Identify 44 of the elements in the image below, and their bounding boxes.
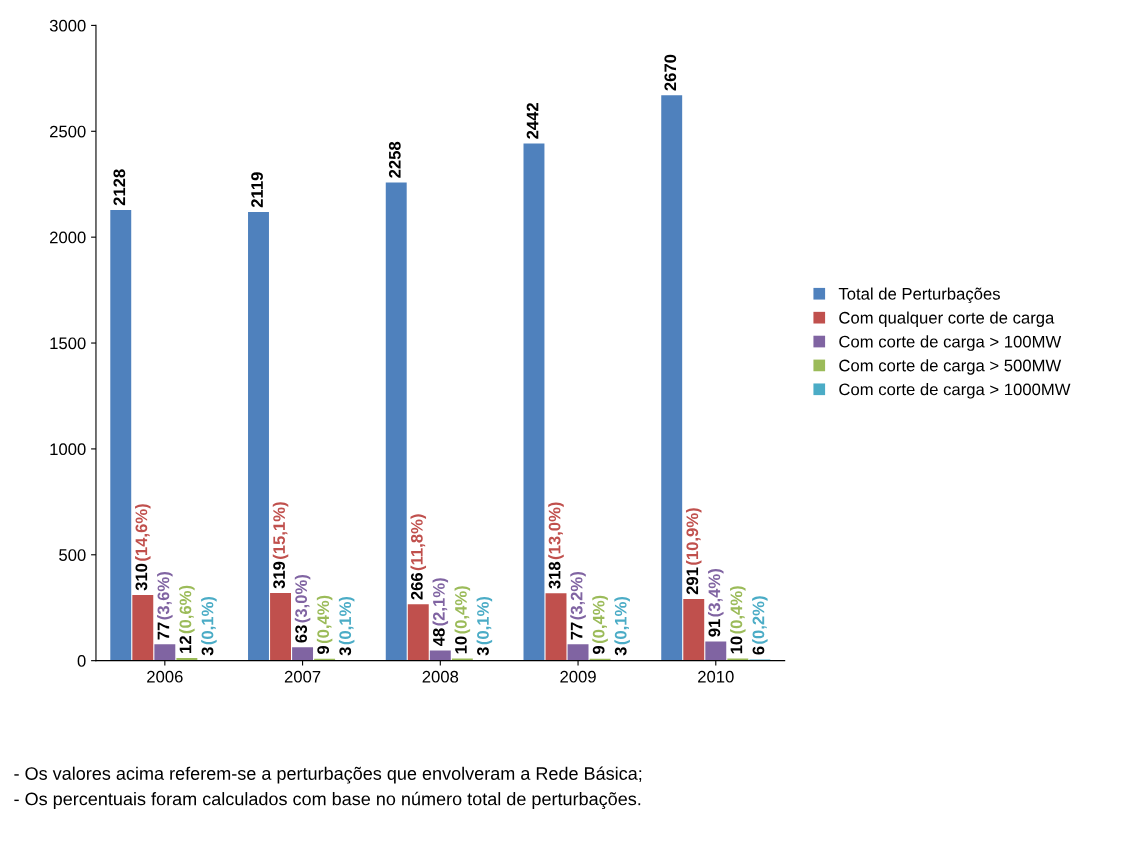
- data-label: 77 (3,6%): [157, 572, 173, 640]
- data-label: 291 (10,9%): [685, 508, 702, 595]
- data-label: 3 (0,1%): [338, 596, 355, 656]
- data-label: 318 (13,0%): [548, 502, 564, 589]
- text: - Os percentuais foram calculados com base no número total de perturbações.: [14, 791, 641, 809]
- data-label: 9 (0,4%): [592, 595, 608, 655]
- legend-label: Com corte de carga > 1000MW: [839, 383, 1071, 399]
- text: - Os valores acima referem-se a perturbações que envolveram a Rede Básica;: [14, 766, 642, 784]
- data-label: 3 (0,1%): [614, 596, 630, 656]
- y-tick-label: 1500: [50, 337, 86, 350]
- legend-label: Total de Perturbações: [838, 287, 1000, 304]
- data-label: 310 (14,6%): [135, 504, 151, 591]
- y-tick-label: 2500: [50, 125, 86, 138]
- data-label: 266 (11,8%): [410, 514, 427, 600]
- data-label: 2128: [113, 169, 126, 206]
- x-tick-label: 2007: [284, 670, 321, 683]
- data-label: 6 (0,2%): [752, 596, 768, 655]
- legend-label: Com corte de carga > 100MW: [839, 335, 1062, 351]
- x-tick-label: 2009: [560, 670, 596, 683]
- data-label: 2119: [251, 172, 263, 208]
- data-label: 9 (0,4%): [316, 595, 333, 655]
- legend-label: Com corte de carga > 500MW: [839, 359, 1062, 375]
- data-label: 91 (3,4%): [708, 569, 724, 637]
- data-label: 3 (0,1%): [476, 596, 493, 656]
- y-tick-label: 500: [59, 549, 86, 561]
- data-label: 48 (2,1%): [432, 578, 449, 647]
- data-label: 2670: [664, 54, 677, 91]
- data-label: 3 (0,1%): [201, 596, 217, 656]
- data-label: 2442: [526, 102, 539, 139]
- data-label: 77 (3,2%): [570, 572, 586, 640]
- data-label: 319 (15,1%): [272, 502, 289, 589]
- data-label: 12 (0,6%): [179, 585, 195, 653]
- x-tick-label: 2006: [147, 670, 183, 683]
- data-label: 63 (3,0%): [294, 574, 311, 643]
- y-tick-label: 2000: [50, 231, 86, 244]
- data-label: 2258: [388, 141, 401, 178]
- data-label: 10 (0,4%): [454, 586, 471, 654]
- x-tick-label: 2010: [698, 670, 734, 683]
- data-label: 10 (0,4%): [730, 586, 746, 654]
- x-tick-label: 2008: [422, 670, 459, 683]
- legend-label: Com qualquer corte de carga: [839, 311, 1055, 327]
- y-tick-label: 3000: [49, 19, 86, 32]
- y-tick-label: 1000: [50, 443, 86, 456]
- y-tick-label: 0: [77, 655, 86, 667]
